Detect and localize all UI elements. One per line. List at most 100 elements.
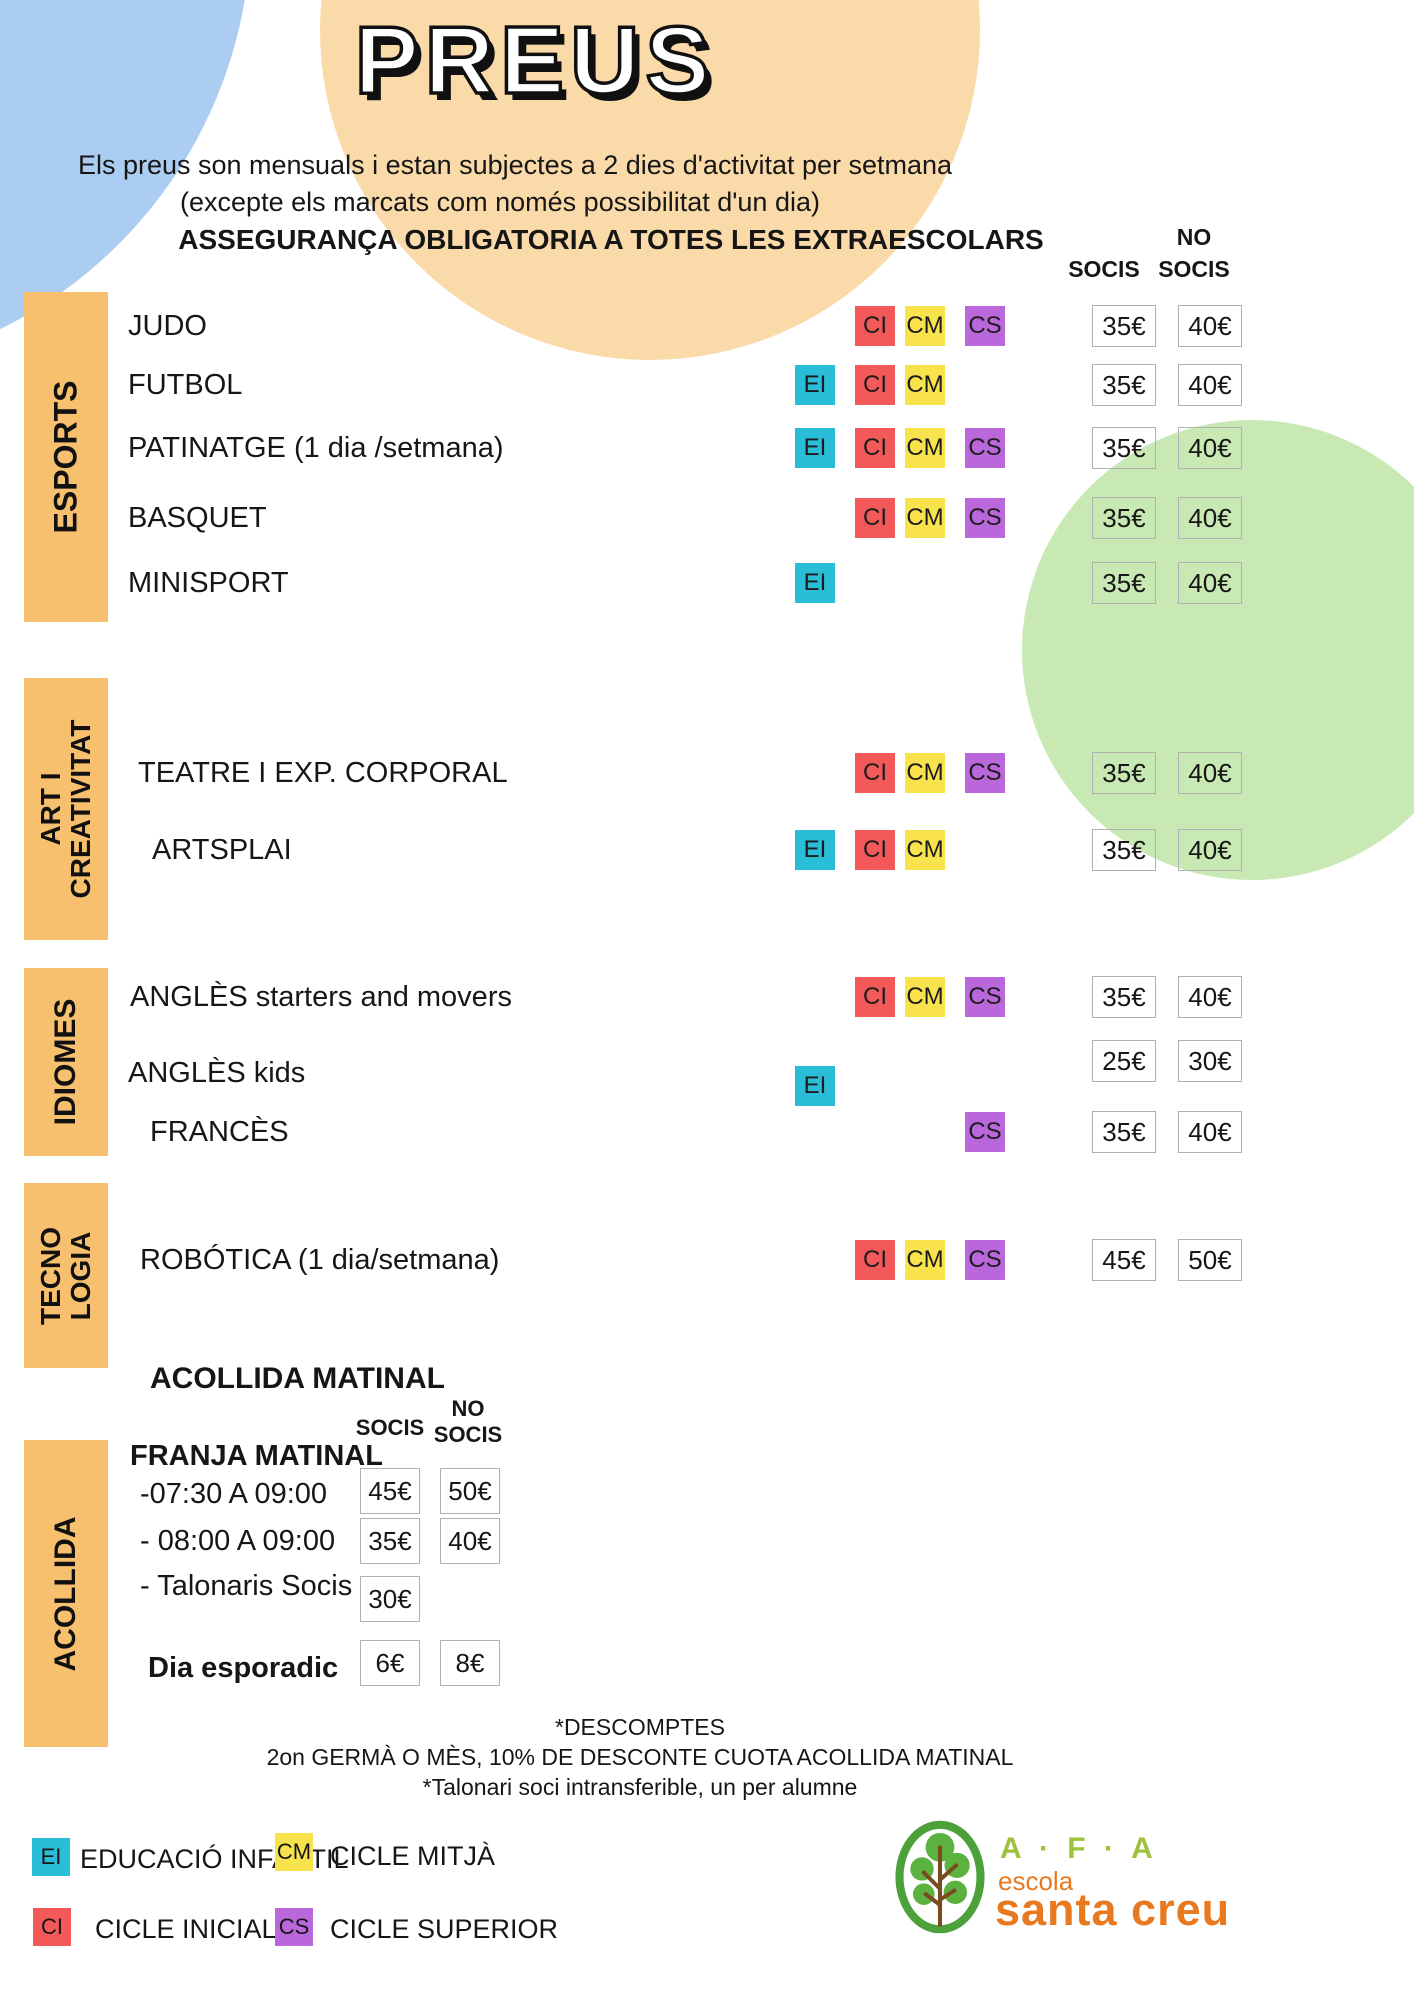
activity-name: JUDO [128, 310, 207, 342]
acollida-row-label: -07:30 A 09:00 [140, 1478, 328, 1510]
activity-row-judo: JUDO CI CM CS 35€ 40€ [0, 305, 1414, 347]
price-socis: 35€ [1092, 976, 1156, 1018]
acollida-esporadic-no-socis: 8€ [440, 1640, 500, 1686]
section-label-acollida: ACOLLIDA [48, 1516, 82, 1671]
acollida-price-socis: 35€ [360, 1518, 420, 1564]
acollida-column-no-socis-line2: SOCIS [433, 1422, 503, 1447]
section-bar-idiomes: IDIOMES [24, 968, 108, 1156]
legend-chip-ci: CI [33, 1908, 71, 1946]
activity-row-futbol: FUTBOL EI CI CM 35€ 40€ [0, 364, 1414, 406]
section-label-art-line1: ART I [34, 772, 66, 846]
price-no-socis: 50€ [1178, 1239, 1242, 1281]
price-socis: 35€ [1092, 497, 1156, 539]
activity-row-frances: FRANCÈS CS 35€ 40€ [0, 1111, 1414, 1153]
level-chip-ei: EI [795, 365, 835, 405]
legend-label-ci: CICLE INICIAL [95, 1914, 277, 1944]
activity-name: ARTSPLAI [152, 834, 292, 866]
level-chip-cs: CS [965, 1240, 1005, 1280]
section-bar-art-i-creativitat: ART I CREATIVITAT [24, 678, 108, 940]
level-chip-cs: CS [965, 498, 1005, 538]
level-chip-cm: CM [905, 365, 945, 405]
section-bar-tecnologia: TECNO LOGIA [24, 1183, 108, 1368]
price-socis: 35€ [1092, 427, 1156, 469]
legend-chip-cm: CM [275, 1833, 313, 1871]
section-bar-acollida: ACOLLIDA [24, 1440, 108, 1747]
legend-label-cs: CICLE SUPERIOR [330, 1914, 559, 1944]
logo-escola-text: escola [998, 1866, 1074, 1896]
price-no-socis: 40€ [1178, 562, 1242, 604]
level-chip-cm: CM [905, 977, 945, 1017]
acollida-price-no-socis: 50€ [440, 1468, 500, 1514]
level-chip-ci: CI [855, 365, 895, 405]
activity-row-minisport: MINISPORT EI 35€ 40€ [0, 562, 1414, 604]
acollida-column-no-socis-line1: NO [451, 1396, 485, 1421]
activity-row-basquet: BASQUET CI CM CS 35€ 40€ [0, 497, 1414, 539]
activity-row-robotica: ROBÓTICA (1 dia/setmana) CI CM CS 45€ 50… [0, 1239, 1414, 1281]
level-chip-ei: EI [795, 428, 835, 468]
activity-name: ANGLÈS kids [128, 1057, 306, 1089]
level-chip-cm: CM [905, 306, 945, 346]
price-socis: 35€ [1092, 364, 1156, 406]
activity-row-angles-starters: ANGLÈS starters and movers CI CM CS 35€ … [0, 976, 1414, 1018]
legend-chip-cs: CS [275, 1908, 313, 1946]
acollida-row-label: - Talonaris Socis [140, 1570, 353, 1602]
column-header-no-socis-line2: SOCIS [1158, 256, 1230, 282]
subtitle-line1: Els preus son mensuals i estan subjectes… [77, 150, 953, 180]
price-no-socis: 30€ [1178, 1040, 1242, 1082]
activity-name: FUTBOL [128, 369, 243, 401]
section-bar-esports: ESPORTS [24, 292, 108, 622]
level-chip-ci: CI [855, 306, 895, 346]
activity-name: PATINATGE (1 dia /setmana) [128, 432, 504, 464]
level-chip-cm: CM [905, 830, 945, 870]
note-descomptes: *DESCOMPTES [555, 1714, 725, 1740]
level-chip-ci: CI [855, 830, 895, 870]
level-chip-ei: EI [795, 563, 835, 603]
activity-name: FRANCÈS [150, 1116, 289, 1148]
price-socis: 45€ [1092, 1239, 1156, 1281]
price-socis: 35€ [1092, 829, 1156, 871]
legend-label-cm: CICLE MITJÀ [330, 1841, 496, 1871]
price-no-socis: 40€ [1178, 497, 1242, 539]
price-no-socis: 40€ [1178, 305, 1242, 347]
acollida-row-label: - 08:00 A 09:00 [140, 1525, 336, 1557]
activity-row-patinatge: PATINATGE (1 dia /setmana) EI CI CM CS 3… [0, 427, 1414, 469]
level-chip-ci: CI [855, 428, 895, 468]
level-chip-ci: CI [855, 498, 895, 538]
column-header-no-socis-line1: NO [1176, 224, 1212, 250]
acollida-subtitle: FRANJA MATINAL [130, 1440, 383, 1472]
activity-name: BASQUET [128, 502, 267, 534]
price-no-socis: 40€ [1178, 829, 1242, 871]
level-chip-ci: CI [855, 977, 895, 1017]
activity-name: ROBÓTICA (1 dia/setmana) [140, 1244, 500, 1276]
price-no-socis: 40€ [1178, 1111, 1242, 1153]
acollida-column-socis: SOCIS [355, 1415, 425, 1440]
note-sibling-discount: 2on GERMÀ O MÈS, 10% DE DESCONTE CUOTA A… [266, 1744, 1014, 1770]
activity-name: MINISPORT [128, 567, 289, 599]
level-chip-cs: CS [965, 1112, 1005, 1152]
subtitle-line2: (excepte els marcats com només possibili… [180, 187, 820, 217]
level-chip-ei: EI [795, 1066, 835, 1106]
price-no-socis: 40€ [1178, 364, 1242, 406]
level-chip-ci: CI [855, 1240, 895, 1280]
level-chip-cm: CM [905, 753, 945, 793]
column-header-socis: SOCIS [1068, 256, 1140, 282]
acollida-title: ACOLLIDA MATINAL [150, 1362, 445, 1395]
legend-chip-ei: EI [32, 1838, 70, 1876]
price-socis: 35€ [1092, 305, 1156, 347]
acollida-esporadic-label: Dia esporadic [148, 1652, 339, 1684]
price-socis: 35€ [1092, 752, 1156, 794]
activity-row-artsplai: ARTSPLAI EI CI CM 35€ 40€ [0, 829, 1414, 871]
acollida-esporadic-socis: 6€ [360, 1640, 420, 1686]
logo-afa-text: A · F · A [1000, 1832, 1158, 1865]
level-chip-cm: CM [905, 1240, 945, 1280]
activity-name: ANGLÈS starters and movers [130, 981, 512, 1013]
afa-tree-logo-icon [895, 1820, 985, 1934]
level-chip-ei: EI [795, 830, 835, 870]
level-chip-cs: CS [965, 753, 1005, 793]
level-chip-cs: CS [965, 977, 1005, 1017]
level-chip-cs: CS [965, 306, 1005, 346]
level-chip-cm: CM [905, 498, 945, 538]
acollida-price-socis: 30€ [360, 1576, 420, 1622]
note-talonari: *Talonari soci intransferible, un per al… [422, 1774, 858, 1800]
